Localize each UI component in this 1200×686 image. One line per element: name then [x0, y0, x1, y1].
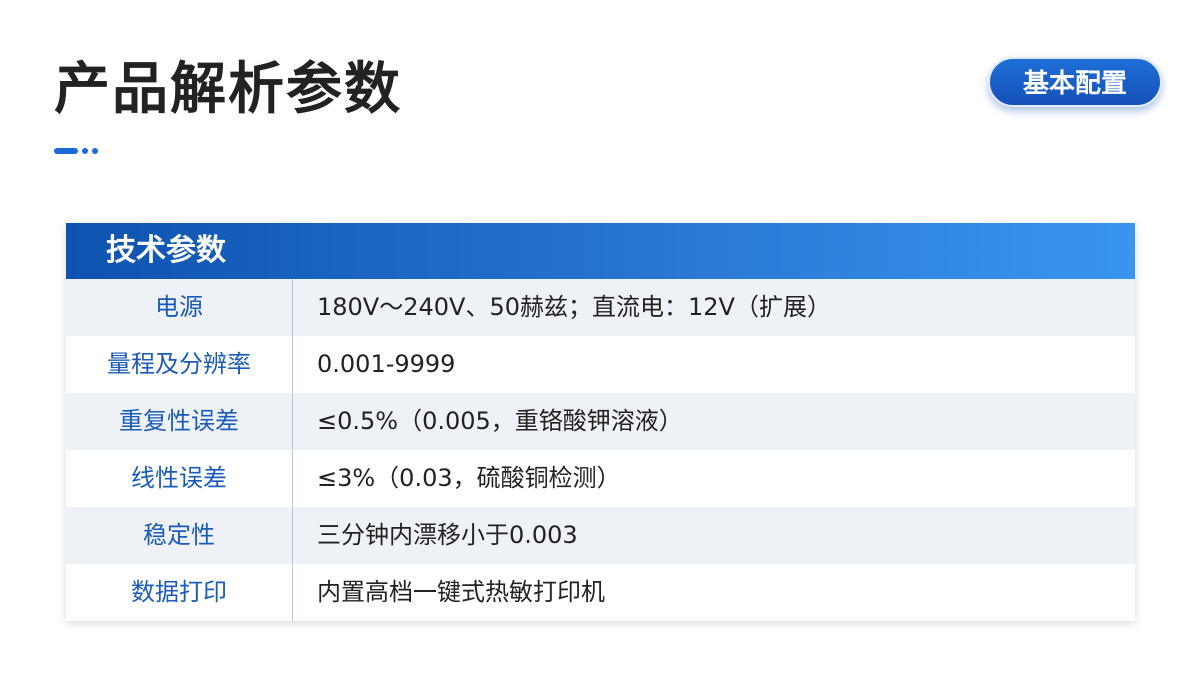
- title-decoration: [54, 148, 98, 154]
- page-title: 产品解析参数: [54, 57, 402, 122]
- table-body: 电源 180V～240V、50赫兹；直流电：12V（扩展） 量程及分辨率 0.001-…: [66, 279, 1135, 621]
- spec-key: 重复性误差: [66, 393, 293, 450]
- spec-key: 电源: [66, 279, 293, 336]
- spec-value: ≤0.5%（0.005，重铬酸钾溶液）: [317, 407, 683, 435]
- spec-value: 180V～240V、50赫兹；直流电：12V（扩展）: [317, 293, 831, 321]
- spec-key: 稳定性: [66, 507, 293, 564]
- table-row: 线性误差 ≤3%（0.03，硫酸铜检测）: [66, 450, 1135, 507]
- spec-value: ≤3%（0.03，硫酸铜检测）: [317, 464, 621, 492]
- spec-value: 三分钟内漂移小于0.003: [317, 521, 578, 549]
- table-row: 量程及分辨率 0.001-9999: [66, 336, 1135, 393]
- spec-value: 0.001-9999: [317, 350, 456, 378]
- table-row: 稳定性 三分钟内漂移小于0.003: [66, 507, 1135, 564]
- table-title: 技术参数: [66, 223, 1135, 279]
- spec-key: 量程及分辨率: [66, 336, 293, 393]
- spec-key: 线性误差: [66, 450, 293, 507]
- table-row: 电源 180V～240V、50赫兹；直流电：12V（扩展）: [66, 279, 1135, 336]
- badge: 基本配置: [988, 57, 1162, 107]
- spec-value: 内置高档一键式热敏打印机: [317, 578, 605, 606]
- spec-key: 数据打印: [66, 564, 293, 621]
- table-row: 数据打印 内置高档一键式热敏打印机: [66, 564, 1135, 621]
- table-row: 重复性误差 ≤0.5%（0.005，重铬酸钾溶液）: [66, 393, 1135, 450]
- spec-table: 技术参数 电源 180V～240V、50赫兹；直流电：12V（扩展） 量程及分辨率 0…: [66, 223, 1135, 621]
